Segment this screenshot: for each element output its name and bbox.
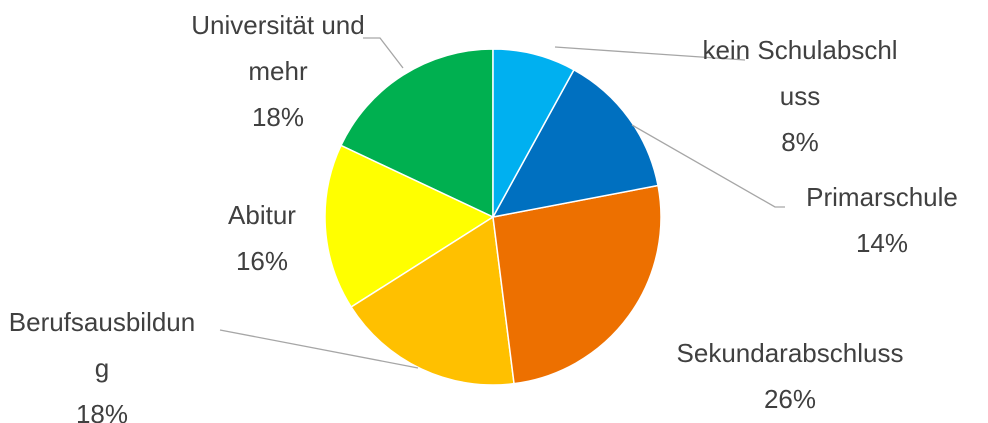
value-label: 26% (763, 384, 817, 414)
value-label: 18% (75, 399, 129, 423)
leader-line (219, 329, 419, 369)
slice-label: Berufsausbildung 18% (7, 299, 197, 423)
category-label: Universität und mehr (191, 10, 365, 86)
category-label: Primarschule (806, 182, 958, 212)
slice-label: Abitur 16% (202, 192, 322, 284)
value-label: 8% (781, 127, 819, 157)
slice-label: Primarschule 14% (782, 174, 982, 266)
leader-line (363, 37, 404, 69)
value-label: 16% (235, 246, 289, 276)
pie-slice (339, 48, 494, 219)
pie-slice (492, 48, 575, 218)
value-label: 18% (251, 102, 305, 132)
slice-label: Sekundarabschluss 26% (640, 330, 940, 422)
pie-slice (492, 184, 662, 385)
leader-line (554, 46, 746, 61)
category-label: Abitur (228, 200, 296, 230)
category-label: Berufsausbildung (8, 307, 196, 383)
slice-label: kein Schulabschluss 8% (700, 27, 900, 165)
pie-slice (350, 215, 515, 386)
slice-label: Universität und mehr 18% (191, 2, 366, 140)
category-label: kein Schulabschluss (702, 35, 898, 111)
leader-line (631, 124, 785, 208)
leader-lines (219, 37, 785, 369)
pie-slice (324, 144, 495, 309)
category-label: Sekundarabschluss (676, 338, 904, 368)
pie-slice (491, 68, 659, 219)
value-label: 14% (855, 228, 909, 258)
